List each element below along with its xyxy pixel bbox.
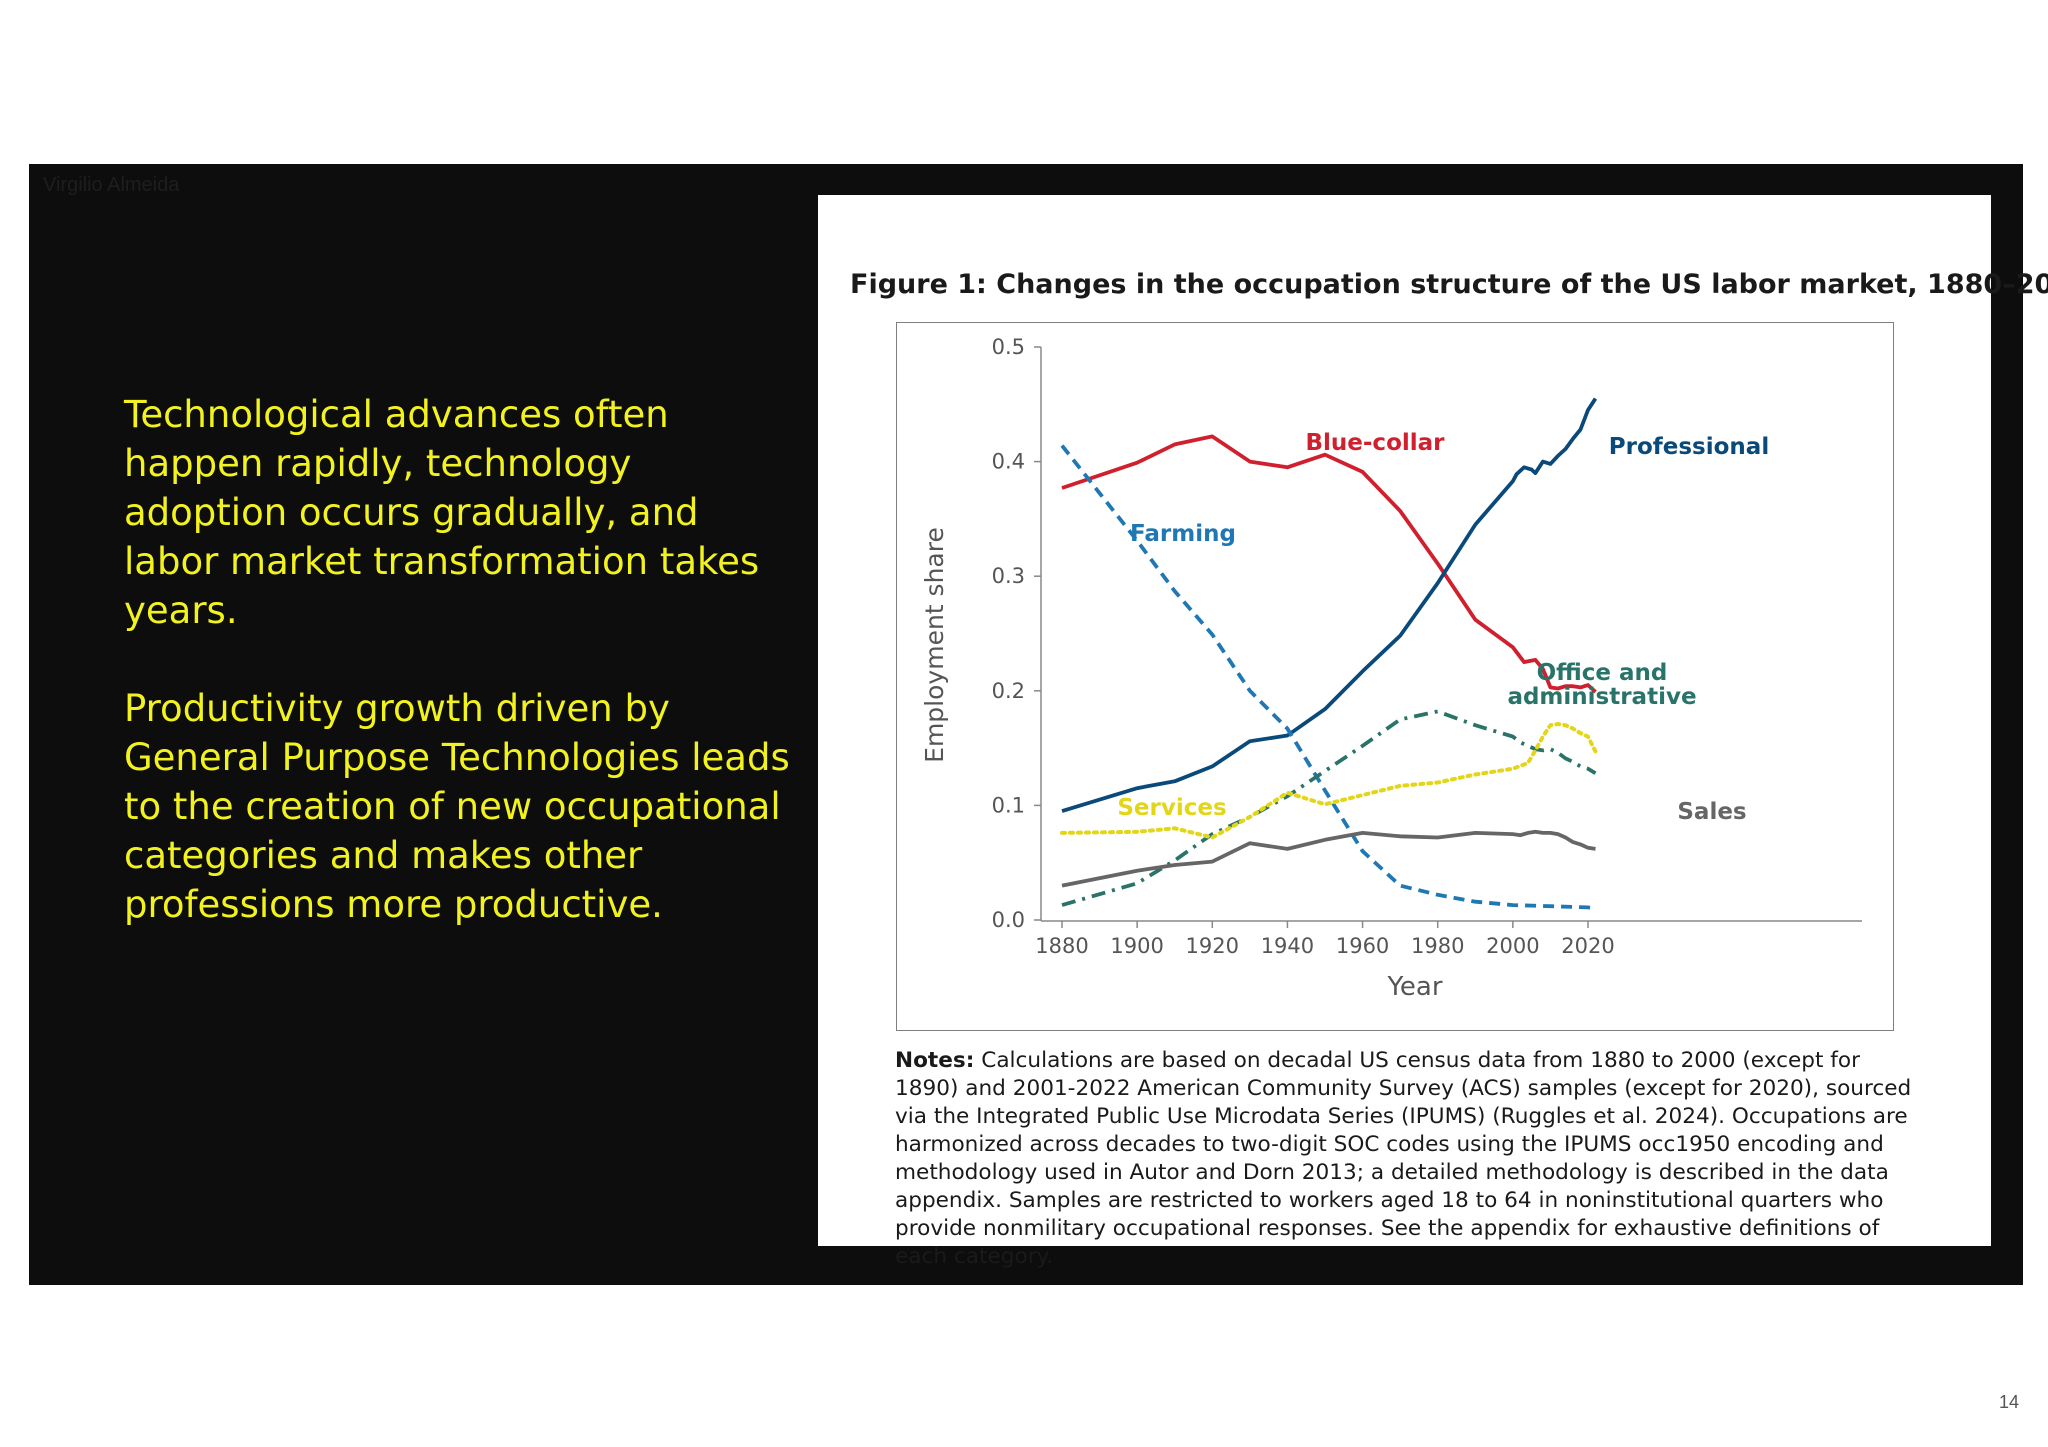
notes-text: Calculations are based on decadal US cen… — [895, 1048, 1912, 1269]
series-label-blue-collar: Blue-collar — [1306, 430, 1446, 456]
notes-label: Notes: — [895, 1048, 975, 1073]
paragraph-1: Technological advances often happen rapi… — [124, 393, 760, 632]
slide-body: Technological advances often happen rapi… — [124, 390, 804, 978]
series-line-professional — [1061, 397, 1598, 813]
y-tick-label: 0.1 — [992, 793, 1025, 817]
series-line-blue-collar — [1061, 434, 1597, 694]
x-tick-label: 1880 — [1035, 934, 1088, 958]
series-label-farming: Farming — [1130, 521, 1236, 547]
series-label-services: Services — [1117, 795, 1226, 821]
line-chart: 0.0 0.1 0.2 0.3 0.4 0.5 1880 1900 1920 1940 1960 19… — [920, 335, 1862, 1002]
y-tick-label: 0.0 — [992, 908, 1025, 932]
series-label-sales: Sales — [1677, 799, 1746, 825]
figure-title: Figure 1: Changes in the occupation stru… — [850, 269, 2048, 300]
x-tick-label: 1940 — [1261, 934, 1314, 958]
y-tick-label: 0.2 — [992, 679, 1025, 703]
page-number: 14 — [1999, 1392, 2020, 1412]
x-tick-label: 1980 — [1411, 934, 1464, 958]
series-line-farming — [1060, 444, 1596, 911]
figure-notes: Notes: Calculations are based on decadal… — [895, 1047, 1925, 1271]
x-tick-label: 2020 — [1561, 934, 1614, 958]
x-tick-label: 1900 — [1110, 934, 1163, 958]
x-axis-title: Year — [1386, 972, 1442, 1002]
figure-image: Figure 1: Changes in the occupation stru… — [818, 195, 2048, 1269]
slide: Virgilio Almeida Technological advances … — [29, 164, 2048, 1412]
series-line-services — [1060, 722, 1598, 840]
series-line-sales — [1061, 829, 1596, 888]
x-tick-label: 1960 — [1336, 934, 1389, 958]
y-tick-label: 0.3 — [992, 564, 1025, 588]
chart-frame: 0.0 0.1 0.2 0.3 0.4 0.5 1880 1900 1920 1940 1960 19… — [896, 322, 1894, 1031]
y-tick-label: 0.4 — [992, 450, 1025, 474]
author-label: Virgilio Almeida — [43, 174, 180, 196]
series-label-office-and-administrative: Office and administrative — [1507, 660, 1696, 710]
series-label-professional: Professional — [1609, 434, 1769, 460]
y-tick-label: 0.5 — [992, 335, 1025, 359]
y-axis-title: Employment share — [920, 527, 949, 763]
x-tick-label: 1920 — [1186, 934, 1239, 958]
paragraph-2: Productivity growth driven by General Pu… — [124, 687, 790, 926]
x-tick-label: 2000 — [1486, 934, 1539, 958]
